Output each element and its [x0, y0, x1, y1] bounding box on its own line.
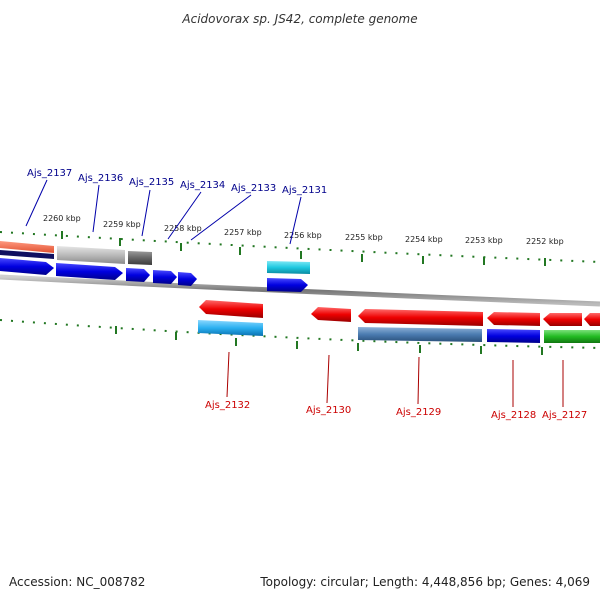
- gene-feature-grey[interactable]: [57, 246, 125, 264]
- gene-label-ajs-2133[interactable]: Ajs_2133: [231, 183, 276, 194]
- gene-arrow-reverse[interactable]: [358, 309, 483, 326]
- gene-feature-skyblue[interactable]: [198, 320, 263, 336]
- top-leader-lines: [25, 179, 302, 245]
- scale-label: 2258 kbp: [164, 224, 202, 233]
- gene-feature-navy[interactable]: [0, 250, 54, 259]
- gene-feature-salmon[interactable]: [0, 241, 54, 253]
- accession-text: Accession: NC_008782: [9, 575, 145, 589]
- scale-label: 2256 kbp: [284, 231, 322, 240]
- gene-arrow-reverse[interactable]: [311, 307, 351, 322]
- gene-feature-cyan[interactable]: [267, 261, 310, 274]
- major-ticks: [61, 231, 546, 355]
- gene-label-ajs-2128[interactable]: Ajs_2128: [491, 410, 536, 421]
- gene-label-ajs-2130[interactable]: Ajs_2130: [306, 405, 351, 416]
- gene-feature-darkgrey[interactable]: [128, 251, 152, 265]
- gene-feature-steel[interactable]: [358, 327, 482, 342]
- gene-feature-green[interactable]: [544, 330, 600, 343]
- gene-arrow-reverse[interactable]: [199, 300, 263, 318]
- gene-arrow-forward[interactable]: [0, 258, 54, 275]
- gene-label-ajs-2135[interactable]: Ajs_2135: [129, 177, 174, 188]
- gene-label-ajs-2131[interactable]: Ajs_2131: [282, 185, 327, 196]
- gene-label-ajs-2127[interactable]: Ajs_2127: [542, 410, 587, 421]
- topology-text: Topology: circular; Length: 4,448,856 bp…: [259, 575, 590, 589]
- gene-arrow-forward[interactable]: [178, 272, 197, 286]
- bottom-leader-lines: [226, 351, 564, 407]
- gene-label-ajs-2132[interactable]: Ajs_2132: [205, 400, 250, 411]
- scale-label: 2257 kbp: [224, 228, 262, 237]
- gene-label-ajs-2137[interactable]: Ajs_2137: [27, 168, 72, 179]
- scale-label: 2254 kbp: [405, 235, 443, 244]
- gene-arrow-reverse[interactable]: [487, 312, 540, 326]
- gene-label-ajs-2134[interactable]: Ajs_2134: [180, 180, 225, 191]
- scale-label: 2255 kbp: [345, 233, 383, 242]
- gene-arrow-reverse[interactable]: [543, 313, 582, 326]
- gene-label-ajs-2129[interactable]: Ajs_2129: [396, 407, 441, 418]
- gene-feature-blue[interactable]: [487, 329, 540, 343]
- gene-arrow-forward[interactable]: [126, 268, 150, 282]
- scale-label: 2253 kbp: [465, 236, 503, 245]
- gene-arrow-forward[interactable]: [267, 278, 308, 292]
- gene-label-ajs-2136[interactable]: Ajs_2136: [78, 173, 123, 184]
- gene-arrow-forward[interactable]: [153, 270, 177, 284]
- scale-label: 2252 kbp: [526, 237, 564, 246]
- gene-arrow-forward[interactable]: [56, 263, 123, 280]
- scale-label: 2259 kbp: [103, 220, 141, 229]
- scale-label: 2260 kbp: [43, 214, 81, 223]
- map-title: Acidovorax sp. JS42, complete genome: [181, 12, 417, 26]
- gene-arrow-reverse[interactable]: [584, 313, 600, 326]
